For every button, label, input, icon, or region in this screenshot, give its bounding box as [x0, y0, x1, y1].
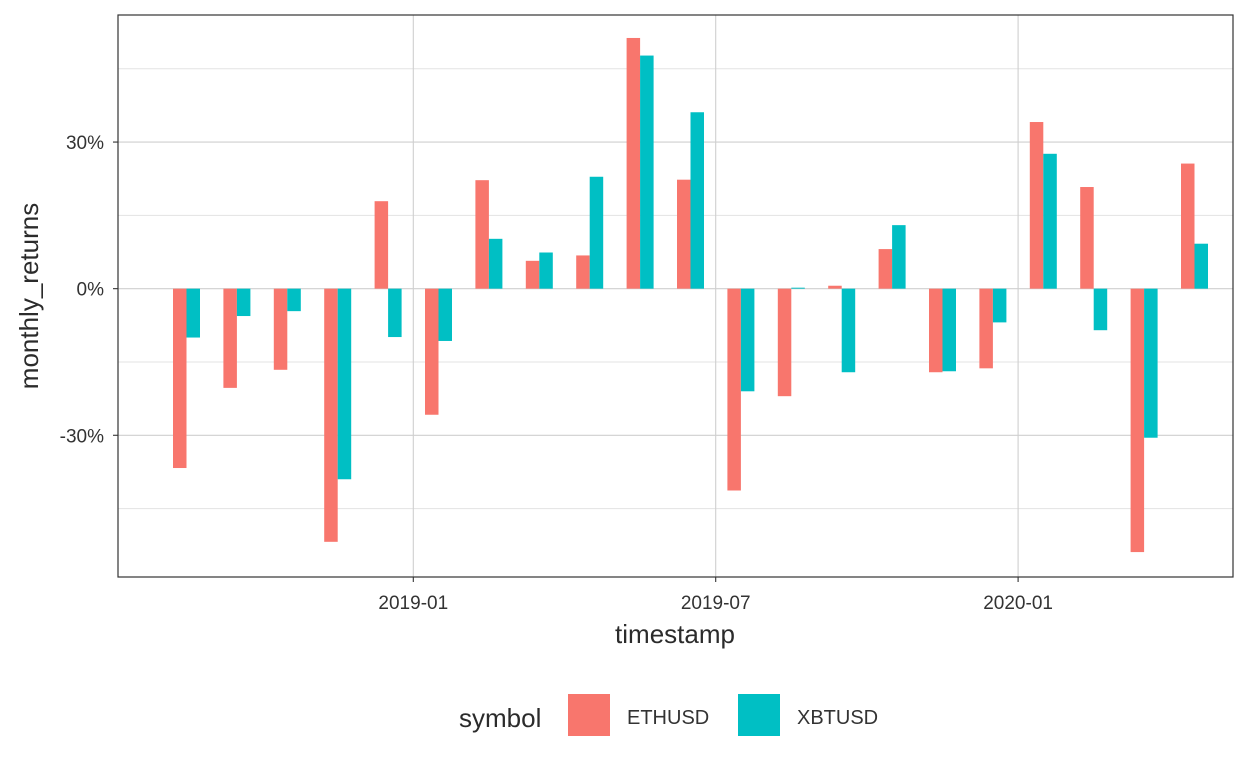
- legend-key-XBTUSD: [738, 694, 780, 736]
- bar-ETHUSD-2020-04: [1181, 163, 1195, 289]
- bar-XBTUSD-2019-12: [992, 288, 1007, 323]
- bar-XBTUSD-2019-06: [690, 112, 704, 289]
- series-XBTUSD: [186, 55, 1208, 480]
- bar-ETHUSD-2020-03: [1130, 288, 1145, 553]
- panel-border: [117, 14, 1234, 578]
- y-tick-label: 0%: [77, 280, 105, 301]
- x-tick-label: 2019-01: [378, 593, 448, 614]
- bar-ETHUSD-2019-03: [525, 260, 540, 289]
- bar-XBTUSD-2019-04: [589, 176, 604, 289]
- bar-XBTUSD-2019-03: [539, 252, 553, 289]
- bar-XBTUSD-2018-12: [388, 288, 402, 338]
- bar-XBTUSD-2018-08: [186, 288, 200, 338]
- bar-XBTUSD-2019-01: [438, 288, 452, 341]
- bar-XBTUSD-2020-04: [1194, 243, 1208, 289]
- y-tick-label: -30%: [60, 426, 104, 447]
- legend-title: symbol: [459, 703, 541, 733]
- x-tick-label: 2019-07: [681, 593, 751, 614]
- legend-key-ETHUSD: [568, 694, 610, 736]
- bar-XBTUSD-2019-05: [640, 55, 654, 289]
- y-axis-ticks: -30% 0% 30%: [60, 133, 118, 447]
- bar-XBTUSD-2019-02: [488, 238, 503, 289]
- bar-ETHUSD-2020-01: [1029, 122, 1044, 289]
- bar-ETHUSD-2019-08: [777, 288, 792, 397]
- bar-ETHUSD-2019-12: [979, 288, 993, 369]
- legend-label-ETHUSD: ETHUSD: [627, 707, 709, 729]
- bar-XBTUSD-2019-09: [841, 288, 856, 373]
- bar-ETHUSD-2018-11: [324, 288, 338, 542]
- grid-minor: [118, 68, 1233, 510]
- bar-XBTUSD-2019-10: [892, 225, 906, 289]
- y-tick-label: 30%: [66, 133, 104, 154]
- bar-ETHUSD-2019-11: [929, 288, 943, 373]
- legend: symbol ETHUSD XBTUSD: [459, 694, 878, 736]
- x-tick-label: 2020-01: [983, 593, 1053, 614]
- bar-ETHUSD-2018-08: [173, 288, 187, 469]
- x-axis-title: timestamp: [615, 619, 735, 649]
- bar-ETHUSD-2020-02: [1080, 187, 1094, 289]
- grid-major: [118, 15, 1233, 577]
- bar-ETHUSD-2018-09: [223, 288, 237, 388]
- bar-ETHUSD-2019-10: [878, 249, 893, 289]
- bar-ETHUSD-2019-02: [475, 180, 489, 289]
- bar-ETHUSD-2018-12: [374, 201, 389, 289]
- bar-ETHUSD-2018-10: [273, 288, 288, 370]
- bar-ETHUSD-2019-09: [828, 285, 842, 289]
- legend-label-XBTUSD: XBTUSD: [797, 707, 878, 729]
- y-axis-title: monthly_returns: [14, 203, 44, 389]
- bar-ETHUSD-2019-01: [425, 288, 439, 415]
- x-axis-ticks: 2019-01 2019-07 2020-01: [378, 577, 1053, 614]
- bar-ETHUSD-2019-07: [727, 288, 741, 491]
- bars: [173, 37, 1208, 553]
- bar-XBTUSD-2020-01: [1043, 153, 1057, 289]
- bar-XBTUSD-2019-07: [740, 288, 755, 392]
- legend-items: ETHUSD XBTUSD: [568, 694, 878, 736]
- bar-ETHUSD-2019-04: [576, 255, 590, 289]
- bar-ETHUSD-2019-06: [677, 179, 691, 289]
- bar-XBTUSD-2018-11: [337, 288, 352, 480]
- bar-ETHUSD-2019-05: [626, 37, 641, 289]
- bar-XBTUSD-2020-02: [1093, 288, 1108, 331]
- series-ETHUSD: [173, 37, 1195, 553]
- bar-XBTUSD-2018-09: [236, 288, 251, 317]
- bar-XBTUSD-2019-11: [942, 288, 956, 372]
- bar-XBTUSD-2019-08: [791, 287, 805, 289]
- bar-XBTUSD-2020-03: [1144, 288, 1158, 438]
- bar-XBTUSD-2018-10: [287, 288, 301, 312]
